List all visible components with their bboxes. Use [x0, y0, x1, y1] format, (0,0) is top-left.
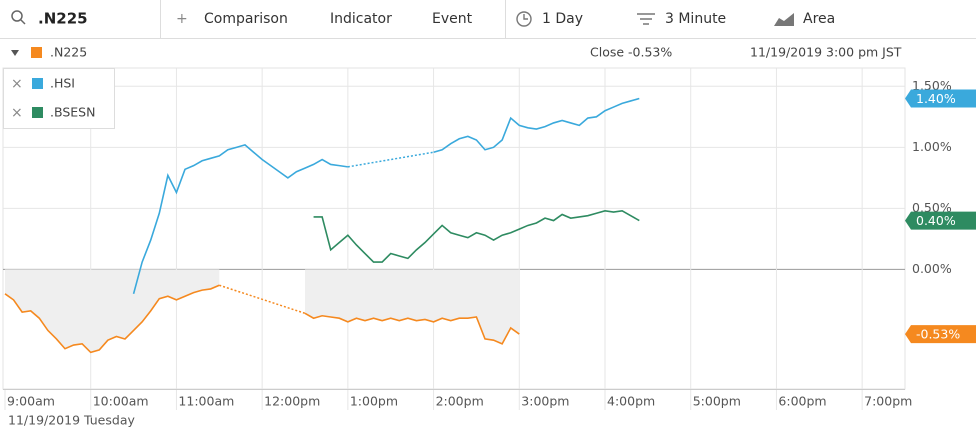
value-tag	[905, 325, 976, 344]
x-tick-label: 1:00pm	[350, 394, 398, 409]
style-button[interactable]: Area	[774, 11, 835, 27]
x-tick-label: 6:00pm	[778, 394, 826, 409]
interval-button[interactable]: 3 Minute	[637, 11, 726, 27]
comparison-entry: × .BSESN	[11, 105, 95, 122]
value-tag	[905, 211, 976, 230]
interval-icon	[637, 13, 655, 25]
search-icon	[11, 10, 23, 22]
comparison-entry: × .HSI	[11, 76, 75, 93]
range-label: 1 Day	[542, 11, 583, 27]
value-tag-label: 0.40%	[916, 213, 956, 228]
clock-icon	[516, 11, 532, 27]
symbol-input: .N225	[38, 10, 88, 28]
y-tick-label: 1.50%	[912, 78, 952, 93]
x-tick-label: 12:00pm	[264, 394, 320, 409]
toolbar	[0, 0, 976, 38]
interval-label: 3 Minute	[665, 11, 726, 27]
x-tick-label: 9:00am	[7, 394, 55, 409]
legend-entry: .N225	[50, 45, 87, 60]
y-tick-label: 0.00%	[912, 261, 952, 276]
legend-entry: .HSI	[50, 76, 75, 91]
comparison-button[interactable]: + Comparison	[176, 11, 288, 27]
legend-swatch	[32, 78, 43, 89]
collapse-arrow[interactable]	[11, 50, 19, 56]
style-label: Area	[803, 11, 835, 27]
legend-entry: .BSESN	[50, 105, 95, 120]
x-tick-label: 10:00am	[93, 394, 149, 409]
y-tick-label: 0.50%	[912, 200, 952, 215]
search-box[interactable]: .N225	[11, 10, 88, 28]
x-tick-label: 7:00pm	[864, 394, 912, 409]
gap-connector	[219, 284, 306, 315]
comparison-legend	[3, 68, 115, 129]
remove-button[interactable]: ×	[11, 105, 23, 121]
comparison-label: Comparison	[204, 11, 288, 27]
x-caption: 11/19/2019 Tuesday	[8, 413, 135, 428]
series-line	[4, 284, 520, 354]
plus-icon: +	[176, 11, 188, 27]
x-tick-label: 11:00am	[178, 394, 234, 409]
quote-datetime: 11/19/2019 3:00 pm JST	[750, 45, 902, 60]
area-fill	[5, 269, 220, 353]
range-button[interactable]: 1 Day	[516, 11, 583, 27]
indicator-button[interactable]: Indicator	[330, 11, 392, 27]
x-tick-label: 2:00pm	[436, 394, 484, 409]
legend-swatch	[32, 107, 43, 118]
series-line	[132, 97, 640, 295]
event-button[interactable]: Event	[432, 11, 473, 27]
series-line	[313, 209, 640, 263]
close-change: Close -0.53%	[590, 45, 672, 60]
value-tag-label: 1.40%	[916, 91, 956, 106]
clock-icon	[523, 14, 528, 20]
area-fill	[305, 269, 520, 344]
x-tick-label: 3:00pm	[521, 394, 569, 409]
value-tag-label: -0.53%	[916, 327, 960, 342]
plot-frame	[2, 67, 906, 390]
search-icon	[20, 19, 26, 25]
legend-swatch	[31, 47, 42, 58]
remove-button[interactable]: ×	[11, 76, 23, 92]
plot: 0.00% 0.50% 1.00% 1.50% 9:00am 10:00am 11:00am…	[2, 67, 976, 410]
gap-connector	[347, 151, 434, 168]
x-tick-label: 4:00pm	[607, 394, 655, 409]
value-tag	[905, 89, 976, 108]
y-tick-label: 1.00%	[912, 139, 952, 154]
area-icon	[774, 13, 794, 26]
x-tick-label: 5:00pm	[693, 394, 741, 409]
